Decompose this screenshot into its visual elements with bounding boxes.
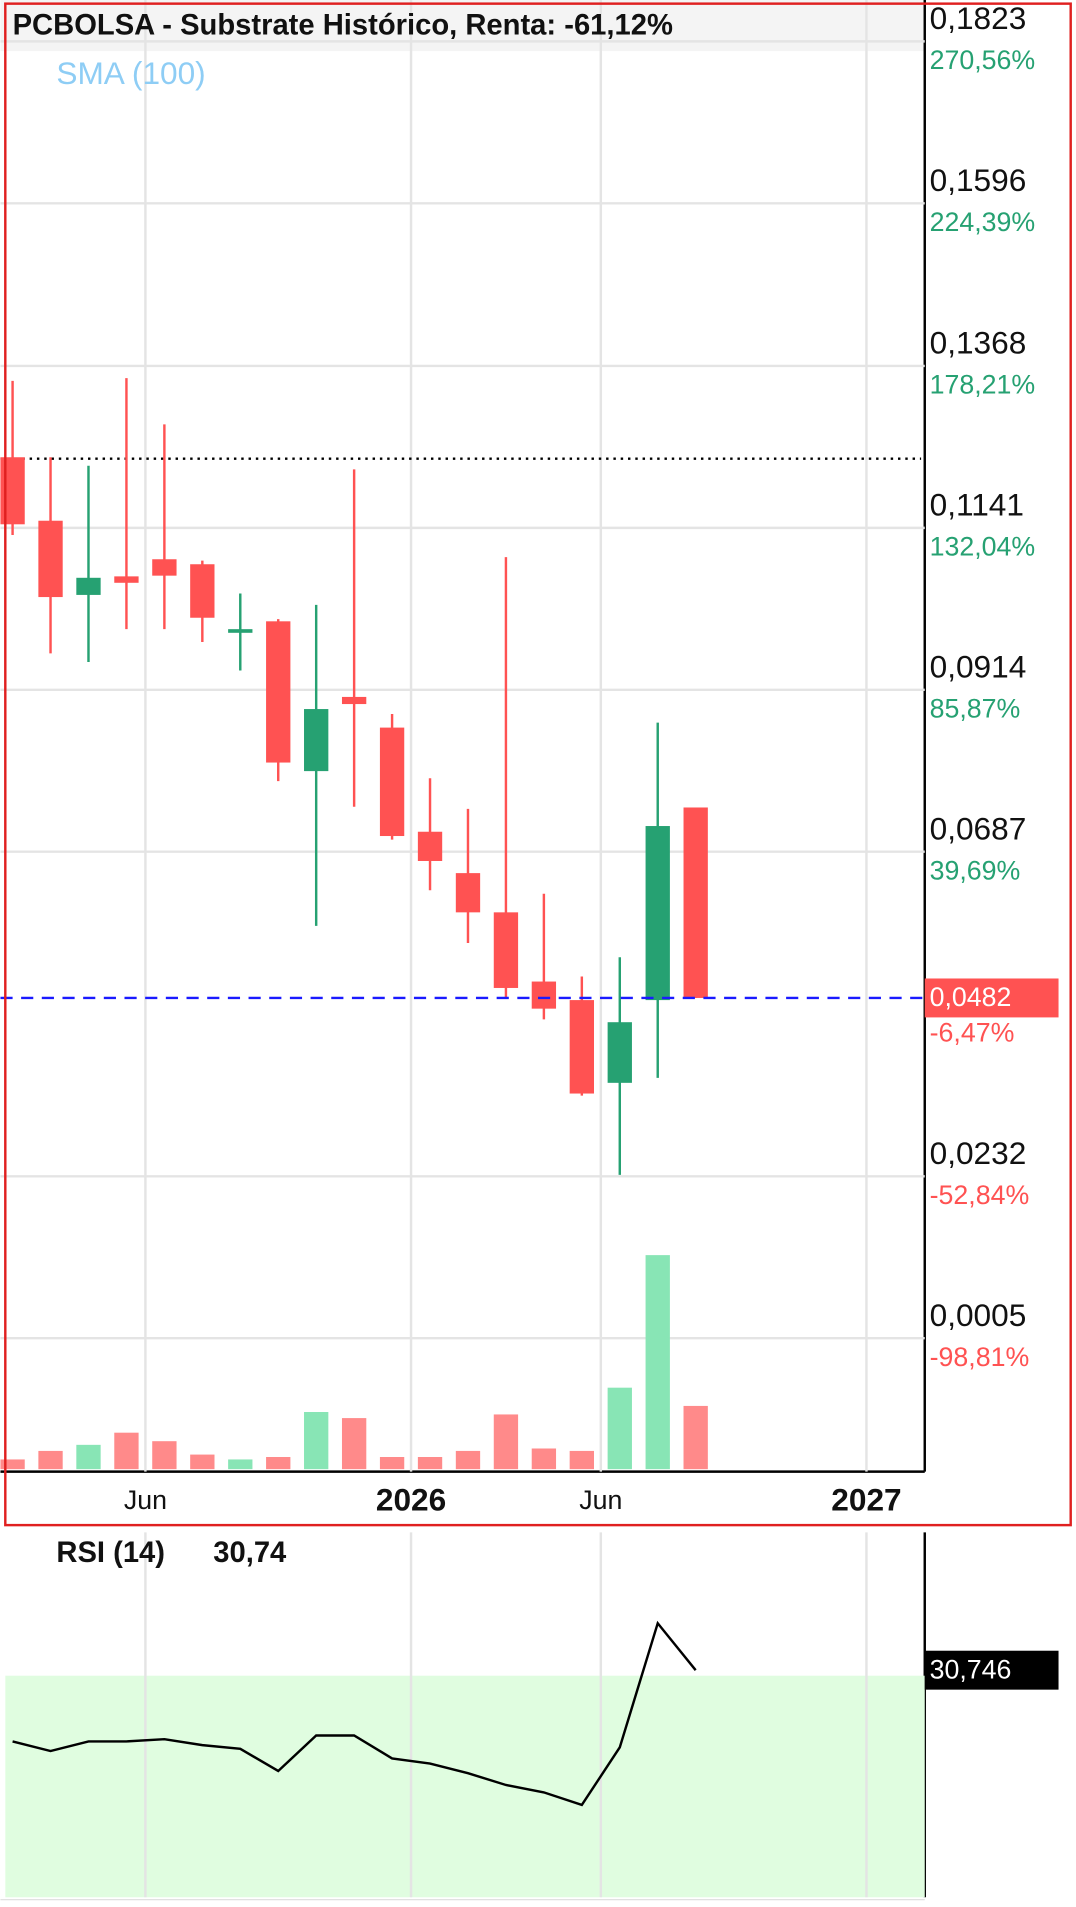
candle-body	[531, 981, 557, 1009]
candle-body	[190, 564, 215, 618]
candle-body	[266, 621, 291, 763]
volume-bar	[569, 1450, 594, 1470]
rsi-value: 30,74	[213, 1537, 287, 1569]
y-tick-label: 0,1141	[930, 487, 1024, 523]
candle-body	[228, 629, 253, 633]
volume-bar	[0, 1459, 25, 1470]
volume-bar	[190, 1454, 215, 1470]
candle-body	[417, 831, 443, 861]
volume-bar	[38, 1450, 63, 1470]
candle-body	[341, 696, 367, 705]
highlight-frame	[4, 2, 1072, 1527]
y-tick-change: 85,87%	[930, 694, 1021, 724]
y-tick-label: 0,0005	[930, 1297, 1027, 1333]
rsi-value-box	[924, 1650, 1059, 1690]
y-tick-label: 0,0687	[930, 810, 1027, 846]
volume-bar	[341, 1418, 367, 1470]
y-tick-label: 0,1823	[930, 0, 1027, 36]
candle-body	[76, 577, 101, 595]
rsi-line	[12, 1620, 697, 1807]
x-tick-label: 2027	[831, 1481, 901, 1517]
rsi-zone	[5, 1675, 925, 1898]
y-tick-change: 39,69%	[930, 855, 1021, 885]
y-tick-change: 132,04%	[930, 532, 1036, 562]
y-tick-change: -52,84%	[930, 1180, 1030, 1210]
volume-bar	[645, 1255, 670, 1470]
last-price-change: -6,47%	[930, 1017, 1015, 1047]
volume-bar	[76, 1444, 101, 1470]
candle-body	[114, 576, 139, 583]
volume-bar	[683, 1405, 708, 1470]
candle-body	[493, 912, 519, 988]
y-tick-change: -98,81%	[930, 1342, 1030, 1372]
x-tick-label: Jun	[579, 1485, 622, 1515]
volume-bar	[114, 1432, 139, 1470]
candle-body	[379, 727, 405, 837]
volume-bar	[379, 1457, 405, 1470]
chart-title: PCBOLSA - Substrate Histórico, Renta: -6…	[13, 9, 673, 41]
candle-body	[569, 1000, 594, 1094]
x-tick-label: 2026	[376, 1481, 446, 1517]
candle-body	[38, 520, 63, 598]
y-tick-change: 270,56%	[930, 45, 1036, 75]
rsi-title: RSI (14)	[56, 1537, 165, 1569]
rsi-value-label: 30,746	[930, 1654, 1012, 1684]
y-tick-label: 0,1368	[930, 325, 1027, 361]
volume-bar	[607, 1387, 632, 1470]
volume-bar	[417, 1457, 443, 1470]
candle-body	[683, 807, 708, 998]
volume-bar	[228, 1459, 253, 1470]
last-price-label: 0,0482	[930, 982, 1012, 1012]
volume-bar	[493, 1414, 519, 1470]
volume-bar	[455, 1450, 481, 1470]
x-tick-label: Jun	[124, 1485, 167, 1515]
candle-body	[455, 873, 481, 913]
legend-entry: SMA (100)	[56, 55, 205, 91]
y-tick-label: 0,0232	[930, 1135, 1027, 1171]
candle-body	[645, 826, 670, 1001]
candle-body	[304, 709, 329, 772]
y-tick-change: 178,21%	[930, 370, 1036, 400]
plot-layer: Jun 2026 Jun 2027 0,1823 270,56% 0,1596 224,39%…	[0, 0, 1059, 1898]
y-tick-label: 0,1596	[930, 162, 1027, 198]
y-tick-label: 0,0914	[930, 648, 1027, 684]
volume-bar	[304, 1412, 329, 1470]
candle-body	[607, 1022, 632, 1083]
candle-body	[0, 457, 25, 525]
volume-bar	[152, 1441, 177, 1470]
last-price-box	[924, 978, 1059, 1018]
volume-bar	[531, 1448, 557, 1470]
candle-body	[152, 559, 177, 576]
volume-bar	[266, 1457, 291, 1470]
y-tick-change: 224,39%	[930, 207, 1036, 237]
